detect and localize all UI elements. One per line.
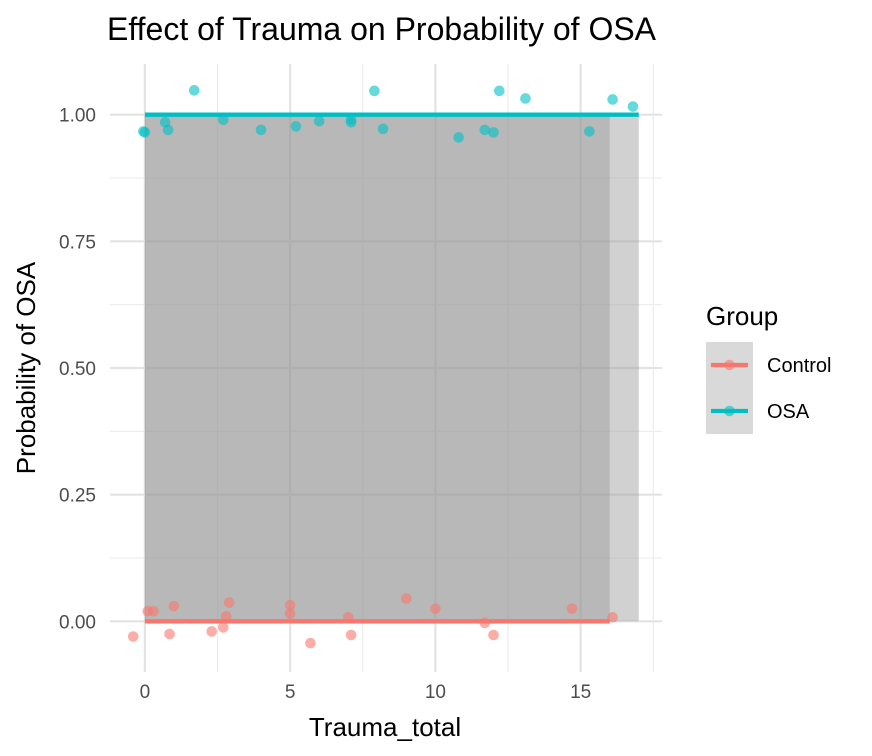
data-point-osa [584,126,595,137]
legend-label-control: Control [767,355,831,377]
y-tick-label: 0.25 [59,486,96,507]
y-tick-label: 0.00 [59,612,96,633]
data-point-osa [377,123,389,135]
y-axis-title: Probability of OSA [11,261,41,474]
data-point-control [566,603,578,614]
legend-point-control [724,359,735,371]
data-point-control [223,597,235,608]
ribbon-osa [144,114,639,622]
data-point-osa [162,124,174,136]
data-point-osa [479,124,491,136]
x-tick-label: 0 [140,682,151,703]
data-point-osa [369,85,380,97]
data-point-osa [453,132,464,143]
plot-area: 0 5 10 15 0.00 0.25 0.50 0.75 1.00 [59,64,662,703]
data-point-control [430,603,441,614]
legend-title: Group [706,301,778,331]
data-point-control [305,637,316,649]
data-point-control [164,628,175,640]
data-point-osa [345,116,357,128]
data-point-control [488,629,499,641]
ribbon-control [144,114,610,622]
data-point-osa [627,101,639,112]
data-point-osa [139,127,151,138]
y-tick-label: 1.00 [59,106,96,127]
data-point-osa [488,127,499,138]
data-point-control [401,593,412,604]
x-tick-label: 15 [570,682,591,703]
data-point-control [345,629,357,641]
legend-key-background [706,342,753,434]
legend: Group Control OSA [706,301,831,434]
data-point-control [284,608,296,620]
chart-title: Effect of Trauma on Probability of OSA [107,11,657,47]
data-point-osa [255,124,267,136]
x-axis-title: Trauma_total [309,712,461,742]
data-point-osa [313,115,325,127]
data-point-osa [188,85,200,96]
data-point-control [284,599,296,611]
data-point-control [168,600,180,612]
legend-label-osa: OSA [767,401,810,423]
x-tick-label: 10 [425,682,446,703]
data-point-control [220,610,232,622]
data-point-osa [290,121,302,132]
data-point-osa [218,114,229,126]
data-point-control [127,631,139,642]
data-point-control [218,622,229,633]
y-tick-label: 0.50 [59,359,96,380]
data-point-control [206,626,217,637]
data-point-osa [607,94,618,105]
y-tick-label: 0.75 [59,232,96,253]
data-point-osa [494,85,505,97]
x-tick-label: 5 [285,682,296,703]
data-point-control [607,611,618,623]
data-point-control [148,605,159,617]
data-point-osa [520,93,531,104]
legend-point-osa [724,405,735,417]
